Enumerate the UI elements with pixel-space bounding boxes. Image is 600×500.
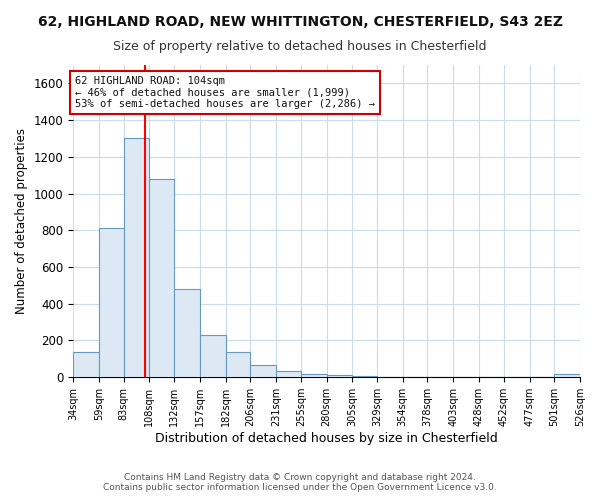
- Bar: [377, 376, 403, 377]
- Bar: [352, 376, 377, 377]
- Bar: [149, 179, 174, 377]
- Text: 62, HIGHLAND ROAD, NEW WHITTINGTON, CHESTERFIELD, S43 2EZ: 62, HIGHLAND ROAD, NEW WHITTINGTON, CHES…: [37, 15, 563, 29]
- Bar: [73, 352, 99, 377]
- Bar: [326, 376, 352, 377]
- Bar: [200, 335, 226, 377]
- Bar: [276, 371, 301, 377]
- Bar: [226, 352, 250, 377]
- Bar: [554, 374, 580, 377]
- Text: Size of property relative to detached houses in Chesterfield: Size of property relative to detached ho…: [113, 40, 487, 53]
- Text: Contains HM Land Registry data © Crown copyright and database right 2024.
Contai: Contains HM Land Registry data © Crown c…: [103, 473, 497, 492]
- Bar: [174, 289, 200, 377]
- Bar: [250, 366, 276, 377]
- Bar: [301, 374, 326, 377]
- Text: 62 HIGHLAND ROAD: 104sqm
← 46% of detached houses are smaller (1,999)
53% of sem: 62 HIGHLAND ROAD: 104sqm ← 46% of detach…: [75, 76, 375, 109]
- Y-axis label: Number of detached properties: Number of detached properties: [15, 128, 28, 314]
- X-axis label: Distribution of detached houses by size in Chesterfield: Distribution of detached houses by size …: [155, 432, 498, 445]
- Bar: [99, 228, 124, 377]
- Bar: [124, 138, 149, 377]
